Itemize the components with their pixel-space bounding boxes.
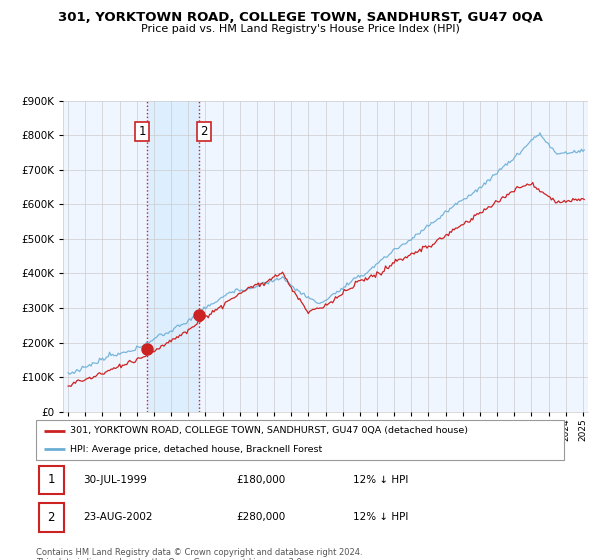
Bar xyxy=(38,466,64,494)
Text: 30-JUL-1999: 30-JUL-1999 xyxy=(83,475,148,485)
Text: 301, YORKTOWN ROAD, COLLEGE TOWN, SANDHURST, GU47 0QA (detached house): 301, YORKTOWN ROAD, COLLEGE TOWN, SANDHU… xyxy=(70,426,469,435)
Bar xyxy=(147,101,199,412)
Text: 12% ↓ HPI: 12% ↓ HPI xyxy=(353,512,408,522)
Text: 23-AUG-2002: 23-AUG-2002 xyxy=(83,512,153,522)
Text: Price paid vs. HM Land Registry's House Price Index (HPI): Price paid vs. HM Land Registry's House … xyxy=(140,24,460,34)
Text: 301, YORKTOWN ROAD, COLLEGE TOWN, SANDHURST, GU47 0QA: 301, YORKTOWN ROAD, COLLEGE TOWN, SANDHU… xyxy=(58,11,542,24)
Text: 1: 1 xyxy=(47,473,55,487)
Text: £180,000: £180,000 xyxy=(236,475,286,485)
Text: 12% ↓ HPI: 12% ↓ HPI xyxy=(353,475,408,485)
Text: HPI: Average price, detached house, Bracknell Forest: HPI: Average price, detached house, Brac… xyxy=(70,445,323,454)
Bar xyxy=(38,503,64,531)
Text: 2: 2 xyxy=(200,125,208,138)
Text: 2: 2 xyxy=(47,511,55,524)
Text: Contains HM Land Registry data © Crown copyright and database right 2024.
This d: Contains HM Land Registry data © Crown c… xyxy=(36,548,362,560)
Text: 1: 1 xyxy=(139,125,146,138)
Text: £280,000: £280,000 xyxy=(236,512,286,522)
